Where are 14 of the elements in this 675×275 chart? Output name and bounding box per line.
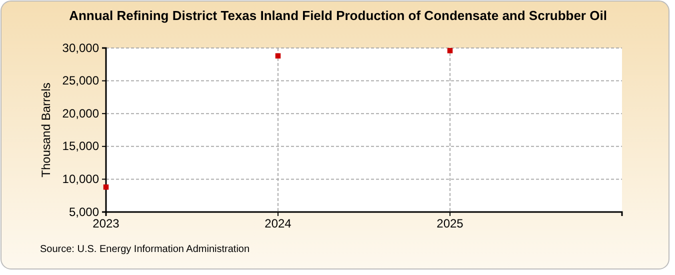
x-tick-label: 2023 xyxy=(92,216,120,231)
point xyxy=(447,48,453,54)
x-tick-label: 2025 xyxy=(436,216,464,231)
y-tick-label: 5,000 xyxy=(68,204,100,219)
y-tick-label: 30,000 xyxy=(62,40,100,55)
point xyxy=(275,53,281,59)
y-tick-label: 20,000 xyxy=(62,106,100,120)
y-tick-label: 15,000 xyxy=(62,139,100,154)
y-tick-label: 25,000 xyxy=(62,74,100,88)
x-tick-label: 2024 xyxy=(264,216,292,231)
source-note: Source: U.S. Energy Information Administration xyxy=(40,244,250,255)
chart-title: Annual Refining District Texas Inland Field Production of Condensate and Scrubber Oil xyxy=(69,8,607,23)
y-axis-title: Thousand Barrels xyxy=(39,82,53,178)
y-tick-label: 10,000 xyxy=(62,172,100,186)
